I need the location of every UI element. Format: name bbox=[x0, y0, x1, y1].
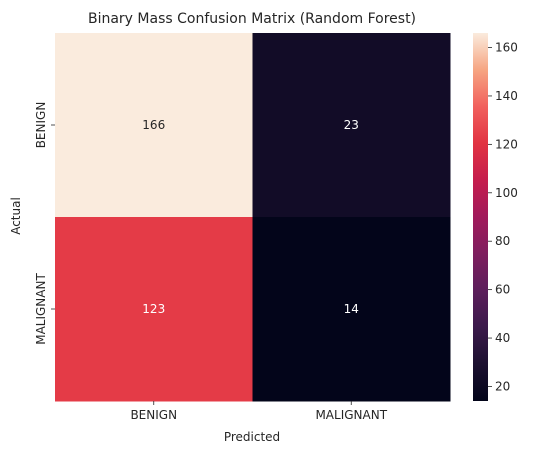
colorbar-tick-label: 40 bbox=[495, 331, 510, 345]
heatmap-cell bbox=[55, 33, 253, 218]
colorbar-ticks: 20 40 60 80 100 120 140 160 bbox=[488, 41, 518, 393]
colorbar-tick-label: 160 bbox=[495, 41, 518, 55]
colorbar-tick-label: 100 bbox=[495, 186, 518, 200]
cell-value-label: 166 bbox=[142, 118, 165, 132]
chart-title: Binary Mass Confusion Matrix (Random For… bbox=[88, 11, 416, 27]
heatmap-cell bbox=[55, 217, 253, 402]
colorbar-tick-label: 120 bbox=[495, 137, 518, 151]
colorbar bbox=[473, 33, 488, 401]
colorbar-tick-label: 20 bbox=[495, 379, 510, 393]
colorbar-tick-label: 140 bbox=[495, 89, 518, 103]
cell-value-label: 14 bbox=[344, 302, 359, 316]
cell-annotations: 166 23 123 14 bbox=[142, 118, 359, 316]
y-axis-ticks: BENIGN MALIGNANT bbox=[34, 102, 55, 345]
y-axis-label: Actual bbox=[9, 197, 23, 235]
cell-value-label: 123 bbox=[142, 302, 165, 316]
heatmap-cell bbox=[252, 33, 451, 218]
x-tick-label: BENIGN bbox=[130, 408, 177, 422]
colorbar-tick-label: 80 bbox=[495, 234, 510, 248]
y-tick-label: BENIGN bbox=[34, 102, 48, 149]
y-tick-label: MALIGNANT bbox=[34, 273, 48, 345]
heatmap-cell bbox=[252, 217, 451, 402]
heatmap-cells bbox=[55, 33, 451, 402]
colorbar-tick-label: 60 bbox=[495, 283, 510, 297]
cell-value-label: 23 bbox=[344, 118, 359, 132]
x-axis-label: Predicted bbox=[224, 430, 280, 444]
x-axis-ticks: BENIGN MALIGNANT bbox=[130, 401, 388, 422]
x-tick-label: MALIGNANT bbox=[315, 408, 387, 422]
